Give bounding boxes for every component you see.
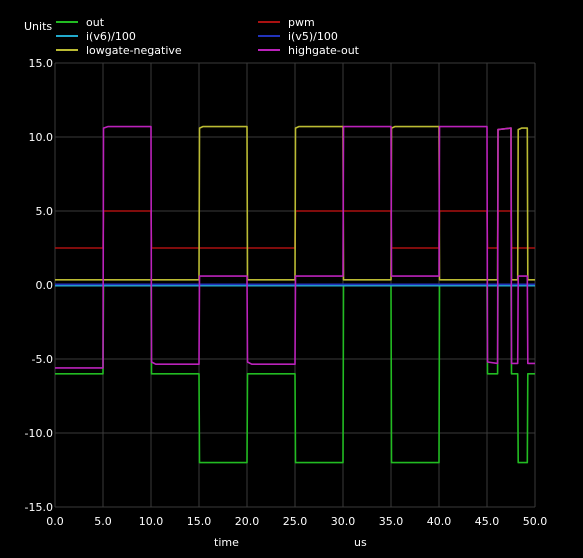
legend-label: lowgate-negative (86, 44, 182, 57)
tick-labels: 0.0 5.0 10.0 15.0 20.0 25.0 30.0 35.0 40.0 45.0 50… (25, 57, 548, 528)
x-tick-label: 45.0 (475, 515, 500, 528)
y-tick-label: -15.0 (25, 501, 53, 514)
x-tick-label: 40.0 (427, 515, 452, 528)
series-line-highgate-out (55, 125, 535, 369)
series-line-lowgate-negative (55, 125, 535, 281)
series-line-out (55, 284, 535, 464)
x-axis-unit: us (354, 536, 367, 549)
legend-label: i(v6)/100 (86, 30, 136, 43)
x-tick-label: 50.0 (523, 515, 548, 528)
y-tick-label: 15.0 (29, 57, 54, 70)
x-tick-label: 0.0 (46, 515, 64, 528)
x-tick-label: 25.0 (283, 515, 308, 528)
legend-label: highgate-out (288, 44, 360, 57)
x-tick-label: 35.0 (379, 515, 404, 528)
y-tick-label: 10.0 (29, 131, 54, 144)
y-tick-label: -5.0 (32, 353, 53, 366)
x-tick-label: 30.0 (331, 515, 356, 528)
legend-label: out (86, 16, 105, 29)
x-tick-label: 15.0 (187, 515, 212, 528)
x-tick-label: 20.0 (235, 515, 260, 528)
series-layer (55, 125, 535, 464)
legend: out pwm i(v6)/100 i(v5)/100 lowgate-negative… (56, 16, 360, 57)
legend-label: pwm (288, 16, 315, 29)
x-tick-label: 10.0 (139, 515, 164, 528)
y-tick-label: 0.0 (36, 279, 54, 292)
x-tick-label: 5.0 (94, 515, 112, 528)
x-axis-label: time (214, 536, 239, 549)
y-tick-label: -10.0 (25, 427, 53, 440)
legend-label: i(v5)/100 (288, 30, 338, 43)
y-tick-label: 5.0 (36, 205, 54, 218)
y-axis-label: Units (24, 20, 52, 33)
